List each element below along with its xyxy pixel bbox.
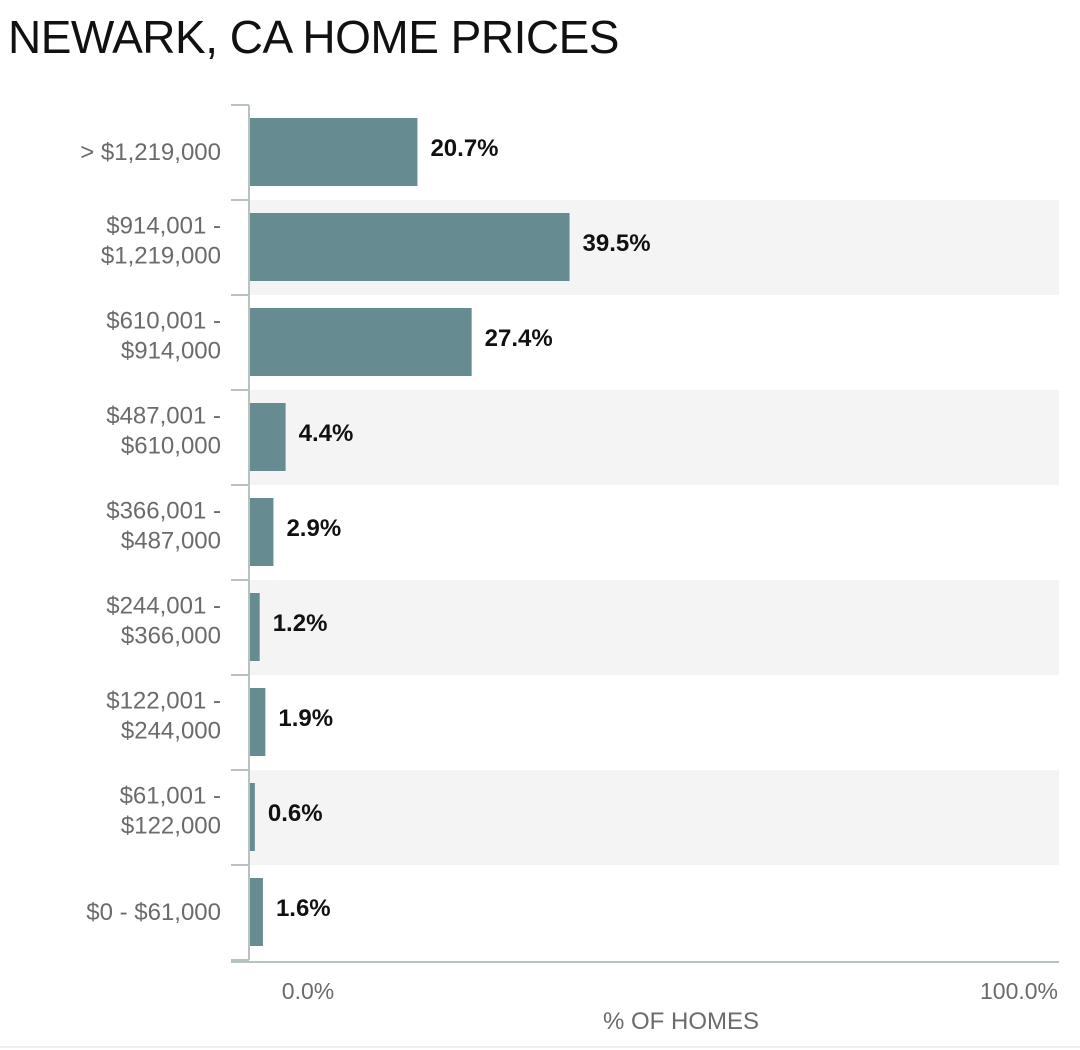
- category-label: $0 - $61,000: [86, 899, 221, 926]
- category-label-line: $366,000: [121, 623, 221, 650]
- value-label: 27.4%: [485, 325, 553, 352]
- value-label: 20.7%: [430, 135, 498, 162]
- category-label: > $1,219,000: [80, 139, 221, 166]
- category-label-line: $914,000: [121, 338, 221, 365]
- category-label: $122,001 - $244,000: [106, 688, 221, 745]
- category-label-line: $61,001 -: [120, 783, 221, 810]
- bar: [250, 498, 274, 566]
- value-label: 4.4%: [299, 420, 354, 447]
- value-label: 2.9%: [286, 515, 341, 542]
- value-label: 0.6%: [268, 800, 323, 827]
- category-label-line: $244,001 -: [106, 593, 221, 620]
- chart-bars: [250, 118, 570, 946]
- category-label: $610,001 - $914,000: [106, 308, 221, 365]
- bar: [250, 308, 472, 376]
- category-label-line: $610,001 -: [106, 308, 221, 335]
- category-label-line: $366,001 -: [106, 498, 221, 525]
- value-label: 39.5%: [583, 230, 651, 257]
- category-label: $61,001 - $122,000: [120, 783, 221, 840]
- category-label-line: $244,000: [121, 718, 221, 745]
- bottom-divider: [0, 1046, 1080, 1048]
- row-band: [250, 580, 1059, 675]
- category-label: $244,001 - $366,000: [106, 593, 221, 650]
- value-label: 1.9%: [278, 705, 333, 732]
- bar: [250, 118, 418, 186]
- category-label: $914,001 - $1,219,000: [101, 213, 221, 270]
- chart-axes: [231, 104, 1059, 963]
- category-label-line: $487,001 -: [106, 403, 221, 430]
- bar: [250, 593, 260, 661]
- bar: [250, 878, 263, 946]
- category-label-line: $610,000: [121, 433, 221, 460]
- category-labels: > $1,219,000 $914,001 - $1,219,000 $610,001…: [80, 139, 221, 926]
- category-label-line: $487,000: [121, 528, 221, 555]
- category-label: $366,001 - $487,000: [106, 498, 221, 555]
- x-axis-title: % OF HOMES: [603, 1008, 759, 1035]
- category-label-line: $122,000: [121, 813, 221, 840]
- value-labels: 20.7% 39.5% 27.4% 4.4% 2.9% 1.2% 1.9% 0.6% 1.6%: [268, 135, 651, 922]
- bar: [250, 403, 286, 471]
- category-label-line: $1,219,000: [101, 243, 221, 270]
- x-tick-label: 0.0%: [282, 978, 334, 1004]
- value-label: 1.6%: [276, 895, 331, 922]
- chart-title: NEWARK, CA HOME PRICES: [8, 11, 619, 63]
- row-bands: [250, 200, 1059, 865]
- bar: [250, 213, 570, 281]
- category-label-line: $122,001 -: [106, 688, 221, 715]
- category-label: $487,001 - $610,000: [106, 403, 221, 460]
- x-axis-ticks: 0.0% 100.0%: [282, 978, 1058, 1004]
- value-label: 1.2%: [273, 610, 328, 637]
- row-band: [250, 770, 1059, 865]
- bar: [250, 688, 266, 756]
- bar: [250, 783, 255, 851]
- x-tick-label: 100.0%: [980, 978, 1058, 1004]
- row-band: [250, 390, 1059, 485]
- category-label-line: $914,001 -: [106, 213, 221, 240]
